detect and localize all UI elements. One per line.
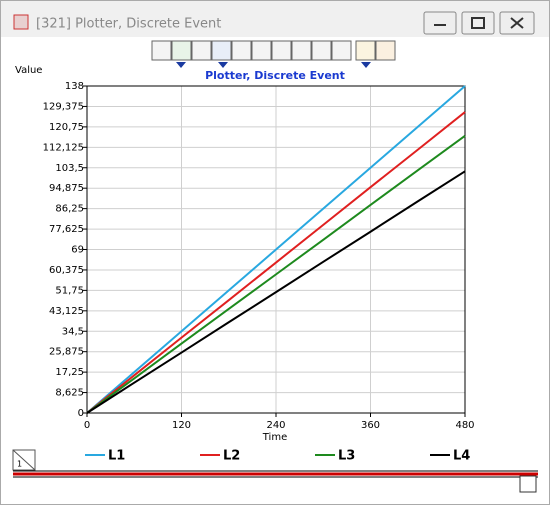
y-tick-label: 25,875 bbox=[49, 347, 84, 358]
y-tick-label: 34,5 bbox=[62, 326, 84, 337]
y-tick-label: 17,25 bbox=[55, 367, 84, 378]
tool-button[interactable] bbox=[375, 40, 396, 61]
y-tick-label: 86,25 bbox=[55, 204, 84, 215]
maximize-icon bbox=[471, 17, 485, 29]
tool-button[interactable] bbox=[151, 40, 172, 61]
minimize-button[interactable] bbox=[423, 11, 457, 35]
y-tick-label: 112,125 bbox=[43, 142, 84, 153]
legend-label: L4 bbox=[453, 449, 470, 464]
corner-label: 1 bbox=[17, 460, 22, 469]
window-title: [321] Plotter, Discrete Event bbox=[36, 17, 221, 32]
chart-title: Plotter, Discrete Event bbox=[205, 69, 345, 82]
x-tick-label: 120 bbox=[172, 420, 191, 431]
corner-diagonal bbox=[12, 449, 36, 471]
tool-button[interactable] bbox=[191, 40, 212, 61]
x-tick-label: 480 bbox=[455, 420, 474, 431]
maximize-button[interactable] bbox=[461, 11, 495, 35]
dropdown-arrows bbox=[176, 62, 371, 68]
y-tick-label: 43,125 bbox=[49, 306, 84, 317]
y-tick-label: 60,375 bbox=[49, 265, 84, 276]
tool-button[interactable] bbox=[271, 40, 292, 61]
y-tick-label: 77,625 bbox=[49, 224, 84, 235]
y-tick-label: 129,375 bbox=[43, 101, 84, 112]
x-tick-label: 240 bbox=[266, 420, 285, 431]
tool-button[interactable] bbox=[231, 40, 252, 61]
y-tick-label: 69 bbox=[71, 245, 84, 256]
toolbar bbox=[151, 40, 396, 68]
series-line bbox=[86, 134, 466, 414]
y-tick-label: 51,75 bbox=[55, 285, 84, 296]
y-tick-label: 103,5 bbox=[55, 163, 84, 174]
legend-label: L1 bbox=[108, 449, 125, 464]
tool-button[interactable] bbox=[311, 40, 332, 61]
y-axis-label: Value bbox=[15, 65, 42, 76]
y-tick-label: 138 bbox=[65, 81, 84, 92]
app-icon bbox=[13, 14, 29, 30]
series-line bbox=[86, 85, 466, 414]
x-axis-label: Time bbox=[262, 432, 287, 443]
x-tick-label: 0 bbox=[84, 420, 90, 431]
y-tick-label: 8,625 bbox=[55, 388, 84, 399]
x-tick-label: 360 bbox=[361, 420, 380, 431]
tool-button[interactable] bbox=[171, 40, 192, 61]
tool-button[interactable] bbox=[291, 40, 312, 61]
title-bar bbox=[1, 1, 549, 37]
series-line bbox=[86, 111, 466, 414]
resize-box[interactable] bbox=[519, 475, 537, 493]
legend-label: L2 bbox=[223, 449, 240, 464]
legend-label: L3 bbox=[338, 449, 355, 464]
tool-button[interactable] bbox=[355, 40, 376, 61]
y-tick-label: 120,75 bbox=[49, 122, 84, 133]
y-tick-label: 0 bbox=[78, 408, 84, 419]
tool-button[interactable] bbox=[331, 40, 352, 61]
tool-button[interactable] bbox=[251, 40, 272, 61]
series-line bbox=[86, 170, 466, 414]
tool-button[interactable] bbox=[211, 40, 232, 61]
plot-frame bbox=[86, 85, 466, 414]
y-tick-label: 94,875 bbox=[49, 183, 84, 194]
close-icon bbox=[510, 17, 524, 29]
